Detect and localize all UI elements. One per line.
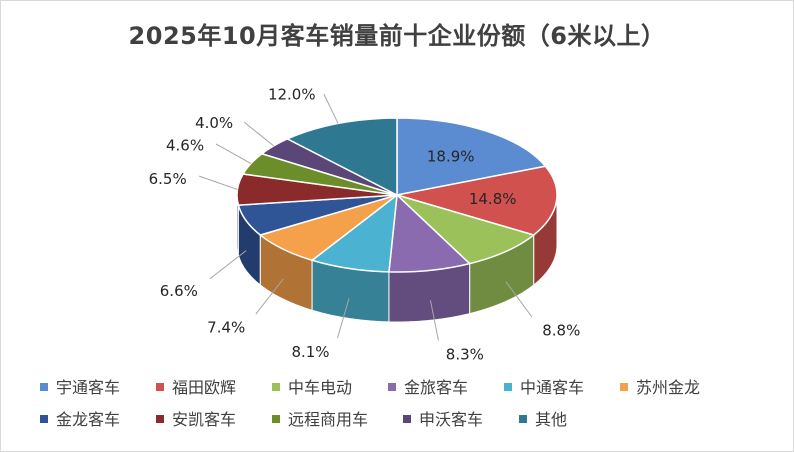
legend-item: 申沃客车 (403, 410, 483, 430)
data-label-2: 8.8% (542, 321, 580, 339)
data-label-0: 18.9% (427, 148, 475, 166)
legend-swatch (388, 382, 396, 391)
legend-item: 远程商用车 (272, 410, 368, 430)
legend-label: 苏州金龙 (636, 378, 701, 397)
pie-labels: 18.9% 14.8% 8.8% 8.3% 8.1% 7.4% 6.6% 6.5% 4.6% 4.… (149, 85, 581, 363)
pie-slice-1 (396, 165, 558, 236)
legend-swatch (156, 414, 164, 423)
legend-swatch (272, 414, 280, 423)
leader-line-8 (215, 143, 252, 164)
legend-row: 金龙客车 安凯客车 远程商用车 申沃客车 其他 (40, 410, 780, 442)
legend-label: 宇通客车 (56, 378, 121, 397)
legend-swatch (272, 382, 280, 391)
legend-swatch (620, 382, 628, 391)
leader-line-10 (323, 94, 339, 124)
leader-line-9 (243, 121, 275, 147)
legend-swatch (519, 414, 527, 423)
legend-item: 苏州金龙 (620, 378, 700, 398)
leader-line-6 (209, 250, 247, 280)
legend-item: 金旅客车 (388, 378, 468, 398)
pie-tops (236, 117, 558, 273)
legend-label: 远程商用车 (288, 410, 369, 429)
legend-item: 中通客车 (504, 378, 584, 398)
legend-item: 宇通客车 (40, 378, 120, 398)
legend-label: 金龙客车 (56, 410, 121, 429)
legend-label: 其他 (535, 410, 568, 429)
data-label-3: 8.3% (446, 345, 484, 363)
data-label-5: 7.4% (207, 318, 245, 336)
chart-legend: 宇通客车 福田欧辉 中车电动 金旅客车 中通客车 苏州金龙 金龙客车 安凯客车 远程商用车 申沃… (40, 378, 780, 442)
legend-item: 安凯客车 (156, 410, 236, 430)
data-label-10: 12.0% (268, 85, 316, 103)
legend-item: 中车电动 (272, 378, 352, 398)
leader-line-4 (336, 298, 350, 339)
data-label-9: 4.0% (195, 114, 233, 132)
legend-item: 金龙客车 (40, 410, 120, 430)
data-label-8: 4.6% (166, 137, 204, 155)
legend-label: 申沃客车 (419, 410, 484, 429)
chart-title: 2025年10月客车销量前十企业份额（6米以上） (128, 22, 666, 50)
legend-label: 中通客车 (520, 378, 585, 397)
legend-swatch (40, 414, 48, 423)
legend-item: 其他 (519, 410, 567, 430)
legend-label: 安凯客车 (172, 410, 237, 429)
data-label-7: 6.5% (149, 170, 187, 188)
leader-line-5 (255, 278, 284, 315)
data-label-1: 14.8% (469, 190, 517, 208)
legend-label: 中车电动 (288, 378, 353, 397)
data-label-6: 6.6% (160, 282, 198, 300)
legend-swatch (504, 382, 512, 391)
leader-line-7 (198, 175, 238, 190)
pie-slice-0 (396, 117, 547, 196)
data-label-4: 8.1% (291, 343, 329, 361)
pie-slice-2 (396, 194, 536, 265)
legend-label: 金旅客车 (404, 378, 469, 397)
legend-swatch (403, 414, 411, 423)
legend-label: 福田欧辉 (172, 378, 237, 397)
leader-line-3 (429, 300, 439, 341)
pie-leaders (198, 94, 533, 341)
legend-swatch (156, 382, 164, 391)
legend-row: 宇通客车 福田欧辉 中车电动 金旅客车 中通客车 苏州金龙 (40, 378, 780, 410)
leader-line-2 (505, 281, 533, 318)
legend-item: 福田欧辉 (156, 378, 236, 398)
legend-swatch (40, 382, 48, 391)
